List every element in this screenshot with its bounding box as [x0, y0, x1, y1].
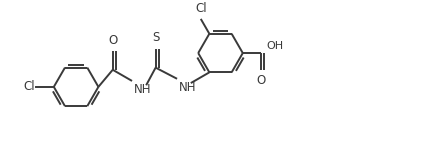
- Text: Cl: Cl: [195, 2, 207, 15]
- Text: OH: OH: [267, 41, 284, 51]
- Text: O: O: [256, 75, 265, 87]
- Text: NH: NH: [134, 83, 151, 96]
- Text: S: S: [152, 32, 159, 45]
- Text: NH: NH: [179, 81, 196, 93]
- Text: Cl: Cl: [23, 80, 34, 93]
- Text: O: O: [108, 34, 117, 47]
